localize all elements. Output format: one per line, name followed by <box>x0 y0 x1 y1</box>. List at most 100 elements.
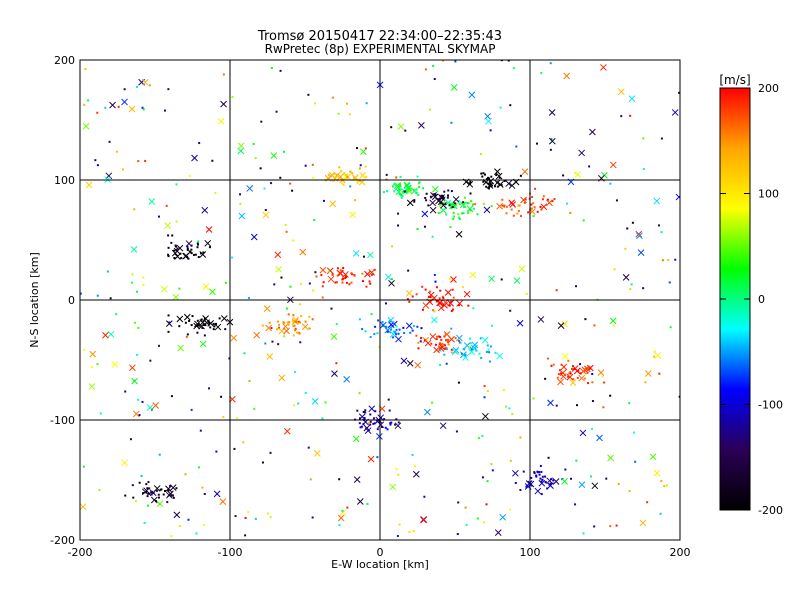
scatter-cross <box>219 498 227 505</box>
scatter-cross <box>537 316 545 323</box>
scatter-dot <box>509 508 512 511</box>
scatter-dot <box>429 296 432 299</box>
scatter-cross <box>563 72 571 80</box>
scatter-cross <box>443 330 451 338</box>
scatter-dot <box>530 476 533 479</box>
scatter-dot <box>470 200 473 203</box>
scatter-dot <box>200 318 203 321</box>
scatter-dot <box>214 323 217 326</box>
scatter-dot <box>332 179 335 182</box>
scatter-cross <box>169 484 177 491</box>
scatter-cross <box>220 100 227 108</box>
scatter-cross <box>414 361 422 369</box>
scatter-cross <box>331 370 338 377</box>
scatter-cross <box>263 305 271 312</box>
scatter-dot <box>458 203 461 206</box>
scatter-dot <box>483 385 486 388</box>
scatter-dot <box>344 277 347 280</box>
scatter-dot <box>447 194 450 197</box>
scatter-dot <box>367 422 370 425</box>
scatter-dot <box>266 512 269 515</box>
scatter-dot <box>248 296 251 299</box>
scatter-dot <box>469 192 472 195</box>
scatter-cross <box>80 503 87 511</box>
scatter-dot <box>129 438 132 441</box>
scatter-dot <box>196 331 199 334</box>
scatter-dot <box>547 456 550 459</box>
scatter-dot <box>342 183 345 186</box>
scatter-dot <box>482 180 485 183</box>
scatter-dot <box>294 327 297 330</box>
scatter-cross <box>518 265 526 273</box>
scatter-dot <box>657 224 660 227</box>
scatter-dot <box>454 60 457 63</box>
scatter-cross <box>368 405 376 413</box>
scatter-dot <box>542 195 545 198</box>
scatter-dot <box>485 178 488 181</box>
scatter-dot <box>566 202 569 205</box>
scatter-dot <box>445 362 448 365</box>
scatter-dot <box>321 296 324 299</box>
scatter-dot <box>613 268 616 271</box>
scatter-dot <box>359 180 362 183</box>
scatter-dot <box>381 321 384 324</box>
scatter-cross <box>377 421 385 429</box>
scatter-dot <box>504 405 507 408</box>
scatter-dot <box>239 193 242 196</box>
scatter-dot <box>162 493 165 496</box>
scatter-dot <box>467 209 470 212</box>
scatter-dot <box>314 102 317 105</box>
scatter-cross <box>617 88 625 96</box>
scatter-dot <box>539 464 542 467</box>
scatter-dot <box>133 208 136 211</box>
scatter-dot <box>385 327 388 330</box>
scatter-cross <box>166 491 173 499</box>
scatter-cross <box>406 199 414 207</box>
scatter-cross <box>525 480 533 487</box>
scatter-cross <box>579 429 587 437</box>
scatter-dot <box>629 288 632 291</box>
scatter-dot <box>564 468 567 471</box>
scatter-dot <box>438 297 441 300</box>
scatter-dot <box>415 188 418 191</box>
scatter-dot <box>327 270 330 273</box>
scatter-dot <box>82 348 85 351</box>
scatter-dot <box>167 234 170 237</box>
scatter-dot <box>362 410 365 413</box>
scatter-cross <box>141 78 149 86</box>
scatter-cross <box>516 319 524 327</box>
scatter-cross <box>557 322 565 329</box>
scatter-dot <box>178 287 181 290</box>
scatter-dot <box>434 280 437 283</box>
scatter-dot <box>96 164 99 167</box>
scatter-cross <box>265 324 273 332</box>
scatter-cross <box>128 364 136 372</box>
scatter-dot <box>463 196 466 199</box>
scatter-dot <box>574 172 577 175</box>
scatter-dot <box>508 407 511 410</box>
scatter-dot <box>270 67 273 70</box>
y-tick-label: -200 <box>50 534 75 547</box>
scatter-cross <box>262 211 270 219</box>
scatter-dot <box>374 410 377 413</box>
scatter-dot <box>531 196 534 199</box>
scatter-dot <box>557 373 560 376</box>
scatter-cross <box>171 249 179 257</box>
scatter-cross <box>274 251 282 259</box>
scatter-dot <box>276 328 279 331</box>
scatter-dot <box>338 166 341 169</box>
scatter-dot <box>131 281 134 284</box>
scatter-dot <box>391 336 394 339</box>
scatter-dot <box>546 487 549 490</box>
scatter-dot <box>390 126 393 129</box>
scatter-dot <box>615 524 618 527</box>
scatter-dot <box>473 203 476 206</box>
scatter-cross <box>540 203 548 211</box>
scatter-dot <box>466 202 469 205</box>
scatter-dot <box>481 434 484 437</box>
scatter-dot <box>132 496 135 499</box>
scatter-dot <box>469 337 472 340</box>
scatter-cross <box>278 374 286 382</box>
scatter-cross <box>102 331 109 339</box>
scatter-cross <box>431 185 439 193</box>
